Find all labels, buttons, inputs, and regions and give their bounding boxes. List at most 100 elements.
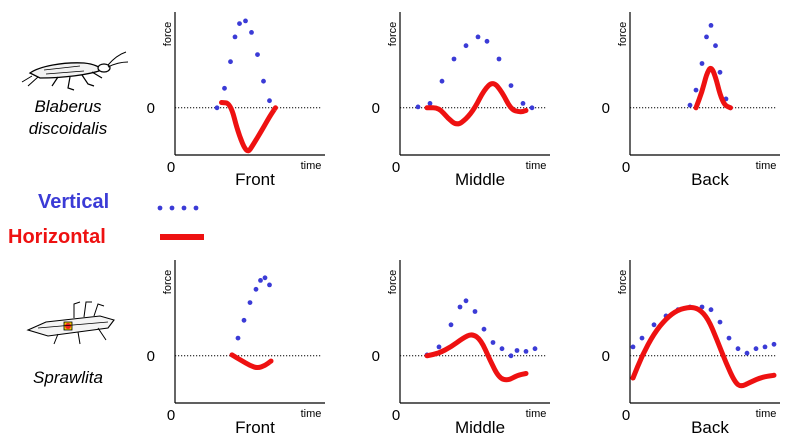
horizontal-force-line — [424, 332, 529, 383]
panel-3: 0 0 time force Back — [602, 12, 780, 189]
panel-1: 0 0 time force Front — [147, 12, 325, 189]
robot-icon — [26, 301, 115, 345]
vertical-force-point — [415, 104, 421, 110]
row-label-sprawlita: Sprawlita — [33, 368, 103, 387]
vertical-force-point — [693, 87, 699, 93]
vertical-force-point — [472, 309, 478, 314]
panel-position-label: Back — [691, 170, 729, 189]
vertical-force-point — [451, 56, 457, 62]
vertical-force-point — [717, 319, 723, 325]
vertical-force-point — [481, 326, 487, 332]
vertical-force-point — [744, 350, 750, 356]
x-origin-label: 0 — [167, 159, 175, 176]
panel-5: 0 0 time force Middle — [372, 260, 550, 437]
vertical-force-point — [508, 353, 514, 359]
vertical-force-point — [753, 346, 759, 352]
y-axis-name: force — [617, 22, 629, 46]
vertical-force-point — [237, 21, 242, 26]
vertical-force-point — [228, 59, 233, 65]
vertical-force-point — [771, 341, 777, 347]
y-axis-name: force — [387, 22, 399, 46]
vertical-force-point — [463, 43, 469, 49]
panel-6: 0 0 time force Back — [602, 260, 780, 437]
horizontal-force-line — [630, 305, 777, 389]
vertical-force-point — [253, 286, 259, 292]
vertical-force-point — [523, 349, 529, 354]
x-origin-label: 0 — [622, 159, 630, 176]
x-origin-label: 0 — [392, 159, 400, 176]
vertical-force-point — [639, 335, 645, 341]
y-zero-label: 0 — [147, 100, 155, 117]
legend-vertical-label: Vertical — [38, 191, 109, 213]
vertical-force-point — [496, 56, 502, 62]
vertical-force-point — [457, 304, 463, 310]
vertical-force-point — [258, 278, 263, 283]
panel-position-label: Back — [691, 418, 729, 437]
vertical-force-point — [726, 335, 732, 341]
x-axis-name: time — [526, 160, 547, 172]
vertical-force-point — [267, 282, 272, 288]
vertical-force-point — [262, 275, 268, 281]
vertical-force-point — [243, 18, 248, 24]
x-origin-label: 0 — [392, 407, 400, 424]
vertical-force-point — [713, 43, 718, 49]
y-axis-name: force — [162, 270, 174, 294]
vertical-force-point — [261, 78, 266, 84]
y-zero-label: 0 — [602, 100, 610, 117]
y-axis-name: force — [387, 270, 399, 294]
x-origin-label: 0 — [622, 407, 630, 424]
vertical-force-point — [651, 322, 657, 328]
vertical-force-point — [241, 317, 247, 323]
y-axis-name: force — [617, 270, 629, 294]
vertical-force-point — [499, 346, 505, 352]
panel-position-label: Front — [235, 170, 275, 189]
vertical-force-point — [249, 30, 254, 35]
vertical-force-point — [532, 346, 538, 352]
panel-2: 0 0 time force Middle — [372, 12, 550, 189]
vertical-force-point — [475, 34, 481, 40]
vertical-force-point — [735, 346, 741, 352]
y-zero-label: 0 — [147, 348, 155, 365]
horizontal-force-line — [424, 81, 529, 127]
y-zero-label: 0 — [372, 100, 380, 117]
panels: 0 0 time force Front 0 0 time force Middle 0 0 time f… — [147, 12, 780, 437]
cockroach-icon — [21, 51, 129, 91]
vertical-force-point — [490, 340, 496, 345]
vertical-force-point — [427, 101, 433, 106]
vertical-force-point — [463, 298, 469, 304]
vertical-force-point — [235, 335, 241, 341]
vertical-force-point — [267, 98, 272, 104]
x-axis-name: time — [301, 160, 322, 172]
row-label-line-1: Blaberus — [34, 97, 102, 116]
vertical-force-point — [484, 38, 490, 44]
legend-vertical-swatch — [157, 205, 199, 211]
vertical-force-point — [247, 300, 253, 305]
vertical-force-point — [762, 344, 768, 350]
vertical-force-point — [704, 34, 709, 40]
horizontal-force-line — [693, 65, 733, 111]
vertical-force-point — [708, 307, 714, 313]
vertical-force-point — [222, 85, 227, 91]
vertical-force-point — [520, 101, 526, 106]
panel-position-label: Middle — [455, 418, 505, 437]
row-label-line-2: discoidalis — [29, 119, 108, 138]
vertical-force-point — [439, 78, 445, 84]
legend-horizontal-label: Horizontal — [8, 226, 106, 248]
vertical-force-point — [687, 102, 693, 108]
vertical-force-point — [255, 52, 260, 57]
y-zero-label: 0 — [372, 348, 380, 365]
horizontal-force-line — [219, 100, 278, 154]
vertical-force-point — [717, 69, 723, 75]
y-zero-label: 0 — [602, 348, 610, 365]
y-axis-name: force — [162, 22, 174, 46]
vertical-force-point — [708, 23, 714, 28]
x-axis-name: time — [301, 408, 322, 420]
legend-horizontal-swatch — [160, 234, 204, 240]
x-axis-name: time — [526, 408, 547, 420]
x-axis-name: time — [756, 160, 777, 172]
vertical-force-point — [508, 83, 514, 88]
vertical-force-point — [232, 34, 238, 40]
vertical-force-point — [214, 105, 220, 111]
vertical-force-point — [699, 61, 705, 66]
